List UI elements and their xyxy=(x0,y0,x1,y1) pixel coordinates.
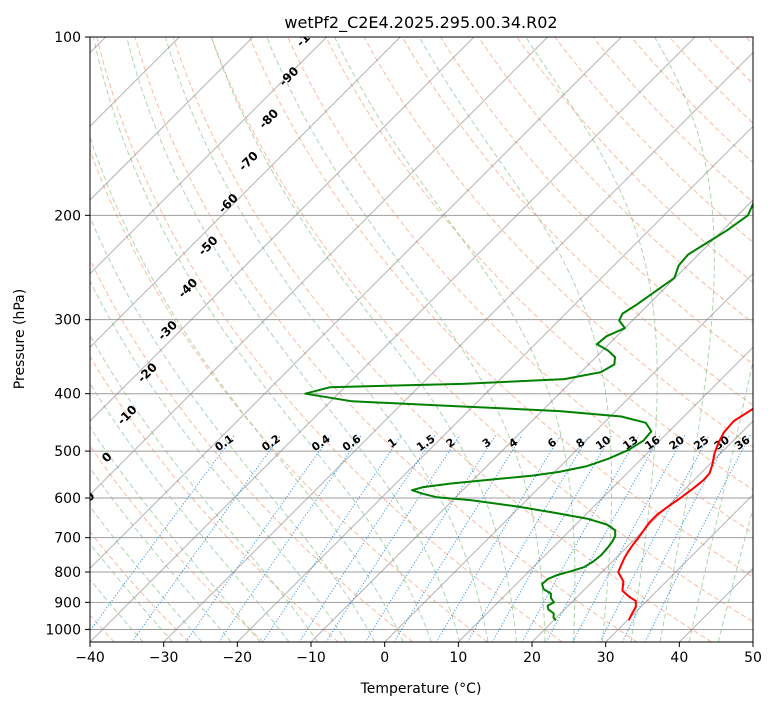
x-tick-label: 20 xyxy=(523,650,541,666)
x-tick-label: 0 xyxy=(380,650,389,666)
dry-adiabat-line xyxy=(90,531,190,642)
skewed-isotherm-line xyxy=(90,37,328,275)
moist-adiabat-line xyxy=(266,37,546,642)
moist-adiabat-line xyxy=(334,37,576,642)
plot-frame xyxy=(89,36,754,643)
y-tick-label: 500 xyxy=(54,444,81,460)
moist-adiabat-line xyxy=(90,334,319,642)
y-tick-label: 1000 xyxy=(45,622,81,638)
y-tick-label: 100 xyxy=(54,30,81,46)
dry-adiabat-line xyxy=(478,37,753,324)
x-tick-label: −30 xyxy=(149,650,179,666)
skewed-isotherm-line xyxy=(531,420,753,642)
dry-adiabat-line xyxy=(363,37,753,448)
y-tick-label: 800 xyxy=(54,565,81,581)
skewed-isotherm-line xyxy=(236,125,753,642)
dry-adiabat-line xyxy=(172,37,712,642)
dry-adiabat-line xyxy=(210,37,753,623)
skewed-isotherm-line xyxy=(605,493,753,642)
moist-adiabat-line xyxy=(418,37,613,642)
moist-adiabat-line xyxy=(126,37,461,642)
mixing-ratio-line xyxy=(131,434,282,642)
moist-adiabat-line xyxy=(210,37,517,642)
skewed-isotherm-line xyxy=(310,199,753,642)
y-tick-label: 900 xyxy=(54,595,81,611)
dry-adiabat-line xyxy=(90,258,414,642)
x-tick-label: −40 xyxy=(75,650,105,666)
mixing-ratio-line xyxy=(185,434,332,642)
y-tick-label: 300 xyxy=(54,313,81,329)
skewed-isotherm-line xyxy=(90,37,254,201)
dry-adiabat-line xyxy=(325,37,753,491)
x-axis-ticks: −40 −30 −20 −10 0 10 20 30 40 50 xyxy=(75,642,762,666)
moist-adiabat-line xyxy=(90,426,261,642)
moist-adiabat-line xyxy=(90,382,290,642)
skewed-isotherm-line xyxy=(90,37,401,349)
skewed-isotherm-line xyxy=(90,37,475,422)
skewed-isotherm-line xyxy=(384,272,753,642)
x-tick-label: 40 xyxy=(670,650,688,666)
dry-adiabat-line xyxy=(96,37,563,642)
mixing-ratio-line xyxy=(521,434,640,642)
moist-adiabat-line xyxy=(525,37,658,642)
moist-adiabat-line xyxy=(90,135,404,642)
mixing-ratio-line xyxy=(491,434,613,642)
skewed-isotherm-line xyxy=(163,51,753,642)
moist-adiabat-line xyxy=(717,506,753,642)
dry-adiabat-line xyxy=(90,148,488,642)
y-axis-label: Pressure (hPa) xyxy=(12,289,28,389)
skewed-isotherm-line xyxy=(90,37,622,570)
moist-adiabat-line xyxy=(90,215,376,642)
moist-adiabat-line xyxy=(164,37,489,642)
skewed-isotherm-line xyxy=(90,37,696,642)
chart-title: wetPf2_C2E4.2025.295.00.34.R02 xyxy=(284,13,557,33)
x-tick-label: 50 xyxy=(744,650,762,666)
mixing-ratio-line xyxy=(90,434,235,632)
dry-adiabat-label: 10 xyxy=(76,489,98,511)
moist-adiabat-line xyxy=(654,37,715,642)
y-tick-label: 600 xyxy=(54,491,81,507)
mixing-ratio-line xyxy=(467,434,590,642)
x-tick-label: 30 xyxy=(597,650,615,666)
y-tick-label: 400 xyxy=(54,387,81,403)
dry-adiabat-line xyxy=(401,37,753,406)
x-axis-label: Temperature (°C) xyxy=(360,681,482,697)
mixing-ratio-line xyxy=(262,434,403,642)
mixing-ratio-line xyxy=(572,434,686,642)
sounding-series xyxy=(304,201,753,621)
x-tick-label: −10 xyxy=(296,650,326,666)
x-tick-label: 10 xyxy=(449,650,467,666)
background-lines xyxy=(90,37,753,642)
mixing-ratio-line xyxy=(325,434,461,642)
mixing-ratio-line xyxy=(644,434,751,642)
mixing-ratio-line xyxy=(435,434,562,642)
moist-adiabat-line xyxy=(92,37,432,642)
plot-background xyxy=(90,37,753,642)
moist-adiabat-line xyxy=(688,358,753,642)
skewed-isotherm-line xyxy=(90,37,549,496)
dry-adiabat-line xyxy=(90,355,339,642)
moist-adiabat-line xyxy=(90,467,232,642)
dry-adiabat-line xyxy=(592,37,753,203)
mixing-ratio-line xyxy=(298,434,436,642)
skewed-isotherm-line xyxy=(457,346,753,642)
y-tick-label: 200 xyxy=(54,208,81,224)
dry-adiabat-line xyxy=(134,37,638,642)
y-axis-ticks: 100 200 300 400 500 600 700 800 900 1000 xyxy=(45,30,90,638)
dry-adiabat-line xyxy=(516,37,753,284)
dry-adiabat-line xyxy=(287,37,753,534)
x-tick-label: −20 xyxy=(223,650,253,666)
dewpoint-profile-line xyxy=(304,201,753,621)
y-tick-label: 700 xyxy=(54,531,81,547)
mixing-ratio-line xyxy=(545,434,662,642)
temperature-profile-line xyxy=(617,407,753,621)
